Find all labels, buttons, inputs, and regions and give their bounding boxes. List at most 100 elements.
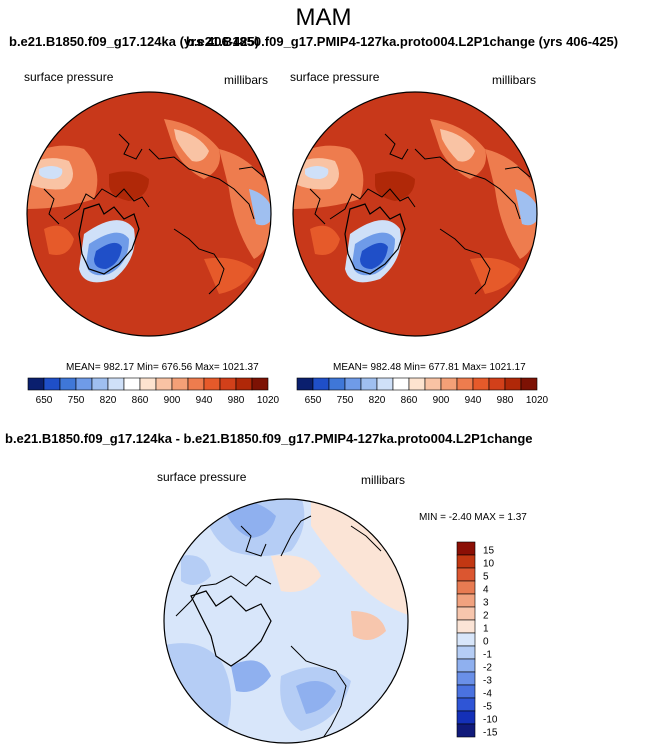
colorbar-tick-label: -1 bbox=[483, 650, 492, 661]
left-panel-title: b.e21.B1850.f09_g17.124ka (yrs 406-425) bbox=[9, 34, 260, 49]
colorbar-tick-label: -4 bbox=[483, 689, 492, 700]
colorbar-swatch bbox=[219, 377, 237, 391]
colorbar-swatch bbox=[91, 377, 109, 391]
colorbar-swatch bbox=[472, 377, 490, 391]
colorbar-tick-label: 820 bbox=[100, 395, 117, 406]
coastline-fragment bbox=[238, 166, 265, 178]
coastline-canada bbox=[63, 188, 150, 220]
colorbar-swatch bbox=[456, 710, 476, 725]
contour-region bbox=[310, 225, 340, 255]
coastline-scandinavia bbox=[439, 228, 491, 295]
colorbar-tick-label: 980 bbox=[497, 395, 514, 406]
colorbar-swatch bbox=[235, 377, 253, 391]
coastline-greenland bbox=[78, 203, 140, 275]
contour-region bbox=[351, 611, 386, 640]
colorbar-tick-label: 1020 bbox=[526, 395, 549, 406]
coastline-canada bbox=[329, 188, 416, 220]
map-boundary bbox=[26, 91, 272, 337]
colorbar-tick-label: 10 bbox=[483, 559, 495, 570]
left-colorbar: 650 750 820 860 900 940 980 1020 bbox=[27, 377, 280, 406]
colorbar-swatch bbox=[75, 377, 93, 391]
left-variable-label: surface pressure bbox=[24, 70, 114, 84]
colorbar-tick-label: 980 bbox=[228, 395, 245, 406]
contour-region bbox=[204, 257, 254, 294]
colorbar-swatch bbox=[456, 554, 476, 569]
coastline-fragment bbox=[350, 525, 382, 552]
right-variable-label: surface pressure bbox=[290, 70, 380, 84]
colorbar-tick-label: 4 bbox=[483, 585, 489, 596]
contour-region bbox=[39, 166, 63, 179]
right-map bbox=[292, 91, 538, 337]
colorbar-swatch bbox=[440, 377, 458, 391]
colorbar-tick-label: 860 bbox=[132, 395, 149, 406]
contour-region bbox=[360, 242, 388, 269]
colorbar-swatch bbox=[312, 377, 330, 391]
coastline-scandinavia bbox=[290, 645, 347, 742]
colorbar-swatch bbox=[456, 684, 476, 699]
coastline-alaska bbox=[240, 525, 267, 557]
left-map bbox=[26, 91, 272, 337]
colorbar-swatch bbox=[139, 377, 157, 391]
colorbar-tick-label: -2 bbox=[483, 663, 492, 674]
colorbar-tick-label: 650 bbox=[36, 395, 53, 406]
colorbar-swatch bbox=[328, 377, 346, 391]
colorbar-swatch bbox=[251, 377, 269, 391]
colorbar-tick-label: 0 bbox=[483, 637, 489, 648]
coastline-fragment bbox=[43, 188, 60, 225]
coastline-fragment bbox=[504, 166, 531, 178]
coastline-scandinavia bbox=[173, 228, 225, 295]
colorbar-tick-label: 1020 bbox=[257, 395, 280, 406]
colorbar-swatch bbox=[456, 541, 476, 556]
colorbar-swatch bbox=[456, 580, 476, 595]
left-stats: MEAN= 982.17 Min= 676.56 Max= 1021.37 bbox=[66, 362, 259, 373]
right-units-label: millibars bbox=[492, 73, 537, 87]
contour-region bbox=[296, 681, 336, 714]
colorbar-swatch bbox=[203, 377, 221, 391]
contour-region bbox=[305, 166, 329, 179]
colorbar-swatch bbox=[488, 377, 506, 391]
colorbar-tick-label: 1 bbox=[483, 624, 489, 635]
map-boundary bbox=[163, 498, 409, 744]
contour-region bbox=[470, 257, 520, 294]
colorbar-swatch bbox=[107, 377, 125, 391]
colorbar-tick-label: 750 bbox=[68, 395, 85, 406]
colorbar-swatch bbox=[456, 645, 476, 660]
colorbar-tick-label: -3 bbox=[483, 676, 492, 687]
contour-region bbox=[181, 555, 211, 585]
coastline-alaska bbox=[384, 133, 409, 160]
contour-region bbox=[219, 149, 271, 259]
colorbar-swatch bbox=[296, 377, 314, 391]
map-background-fill bbox=[293, 92, 537, 336]
coastline-canada bbox=[175, 575, 272, 617]
contour-region bbox=[94, 242, 122, 269]
right-stats: MEAN= 982.48 Min= 677.81 Max= 1021.17 bbox=[333, 362, 526, 373]
colorbar-tick-label: 860 bbox=[401, 395, 418, 406]
coastline-greenland bbox=[190, 590, 272, 667]
coastline-greenland bbox=[344, 203, 406, 275]
colorbar-swatch bbox=[123, 377, 141, 391]
colorbar-tick-label: 3 bbox=[483, 598, 489, 609]
colorbar-swatch bbox=[155, 377, 173, 391]
contour-region bbox=[485, 149, 537, 259]
contour-region bbox=[231, 660, 271, 692]
colorbar-swatch bbox=[424, 377, 442, 391]
colorbar-swatch bbox=[456, 723, 476, 738]
colorbar-swatch bbox=[456, 658, 476, 673]
contour-region bbox=[271, 555, 321, 592]
coastline-siberia bbox=[414, 148, 521, 220]
colorbar-tick-label: 940 bbox=[465, 395, 482, 406]
colorbar-swatch bbox=[456, 567, 476, 582]
colorbar-swatch bbox=[504, 377, 522, 391]
colorbar-swatch bbox=[392, 377, 410, 391]
diff-stats: MIN = -2.40 MAX = 1.37 bbox=[419, 512, 527, 523]
right-panel-title: b.e21.B1850.f09_g17.PMIP4-127ka.proto004… bbox=[186, 34, 619, 49]
colorbar-swatch bbox=[456, 593, 476, 608]
colorbar-swatch bbox=[171, 377, 189, 391]
colorbar-swatch bbox=[456, 697, 476, 712]
colorbar-tick-label: 2 bbox=[483, 611, 489, 622]
colorbar-tick-label: -10 bbox=[483, 715, 498, 726]
colorbar-tick-label: 820 bbox=[369, 395, 386, 406]
diff-panel-title: b.e21.B1850.f09_g17.124ka - b.e21.B1850.… bbox=[5, 431, 533, 446]
colorbar-swatch bbox=[456, 671, 476, 686]
colorbar-swatch bbox=[408, 377, 426, 391]
